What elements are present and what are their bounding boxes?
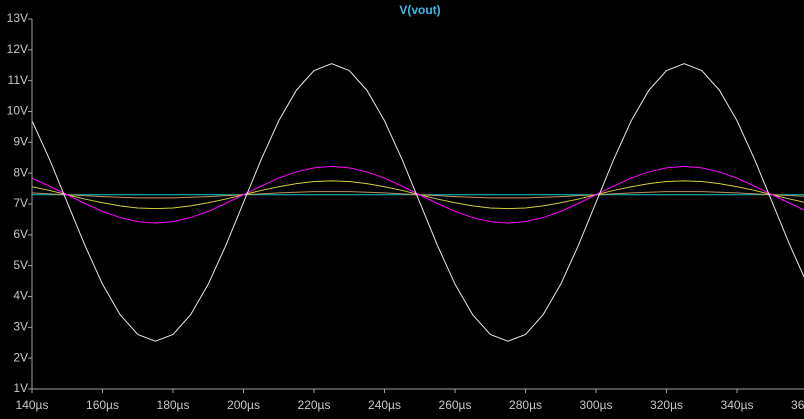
x-tick-label: 200µs (227, 398, 260, 412)
x-tick-label: 140µs (16, 398, 49, 412)
y-tick-label: 4V (13, 289, 28, 303)
series-line (32, 63, 804, 342)
y-tick-label: 1V (13, 381, 28, 395)
x-tick-label: 300µs (580, 398, 613, 412)
x-tick-label: 360µs (791, 398, 804, 412)
chart-title: V(vout) (399, 3, 440, 17)
x-tick-label: 280µs (509, 398, 542, 412)
x-tick-label: 220µs (298, 398, 331, 412)
y-tick-label: 10V (7, 104, 28, 118)
y-tick-label: 11V (8, 73, 28, 87)
y-tick-label: 9V (13, 135, 28, 149)
x-tick-label: 260µs (439, 398, 472, 412)
plot-area (32, 63, 804, 342)
y-tick-label: 7V (13, 196, 28, 210)
x-tick-label: 180µs (157, 398, 190, 412)
y-tick-label: 6V (13, 227, 28, 241)
y-tick-label: 8V (13, 165, 28, 179)
y-tick-label: 2V (13, 350, 28, 364)
y-tick-label: 5V (13, 258, 28, 272)
x-tick-label: 240µs (368, 398, 401, 412)
x-tick-label: 320µs (650, 398, 683, 412)
y-tick-label: 13V (7, 11, 28, 25)
y-tick-label: 12V (7, 42, 28, 56)
x-tick-label: 340µs (721, 398, 754, 412)
series-line (32, 165, 804, 224)
y-tick-label: 3V (13, 320, 28, 334)
x-tick-label: 160µs (86, 398, 119, 412)
